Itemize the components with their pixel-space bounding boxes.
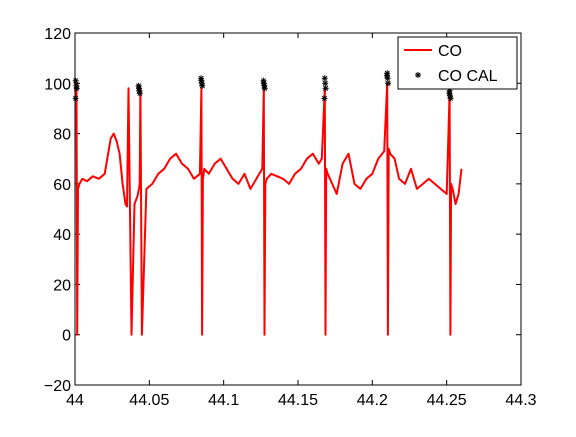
x-tick-label: 44.05 [129,392,169,409]
co-cal-marker [136,90,143,97]
co-cal-marker-stroke [321,95,328,101]
co-cal-marker-stroke [137,90,143,96]
co-cal-marker-stroke [73,95,79,101]
x-tick-label: 44.3 [505,392,536,409]
y-tick-label: 120 [44,26,71,43]
co-cal-marker [199,82,206,89]
co-cal-marker-stroke [260,78,267,84]
co-cal-marker [72,95,79,102]
co-cal-marker [446,90,453,97]
co-cal-marker-stroke [323,85,329,91]
x-tick-label: 44.25 [427,392,467,409]
y-tick-label: 0 [62,328,71,345]
co-cal-marker [72,77,79,84]
co-cal-marker [447,95,454,102]
co-cal-marker-stroke [199,83,205,89]
co-cal-marker-stroke [136,83,142,89]
co-cal-marker [385,80,392,87]
y-tick-label: 100 [44,76,71,93]
legend-box [397,36,518,90]
co-cal-marker-stroke [322,75,328,81]
co-cal-marker-stroke [385,80,391,86]
co-cal-marker [135,82,142,89]
legend-swatch-co-cal [415,72,421,78]
co-cal-marker [322,80,329,87]
co-cal-marker [383,72,390,79]
y-tick-label: 40 [53,227,71,244]
co-cal-marker-stroke [73,78,79,84]
co-cal-marker-stroke [198,75,204,81]
x-tick-label: 44.1 [208,392,239,409]
y-tick-label: 20 [53,277,71,294]
y-tick-label: 60 [53,177,71,194]
co-cal-marker [260,77,267,84]
co-cal-marker-stroke [322,80,328,86]
series-line-co [74,82,463,336]
axes-box [74,32,522,386]
co-cal-marker-stroke [447,95,454,101]
co-cal-marker [322,85,329,92]
co-cal-marker-stroke [384,73,390,79]
co-cal-marker [321,95,328,102]
co-cal-marker-stroke [262,85,268,91]
legend-swatch-stroke [415,72,421,78]
co-cal-marker [198,75,205,82]
co-cal-marker-stroke [385,75,391,81]
plot-content [72,70,463,336]
x-tick-label: 44 [66,392,84,409]
x-tick-label: 44.15 [278,392,318,409]
legend-label: CO [438,43,462,60]
co-cal-marker [261,85,268,92]
y-tick-label: −20 [44,378,71,395]
x-tick-label: 44.2 [357,392,388,409]
co-cal-marker-stroke [446,90,452,96]
co-cal-marker [321,75,328,82]
legend: CO CO CAL [397,36,518,90]
tick-labels: 44 44.05 44.1 44.15 44.2 44.25 44.3 −20 0 20 40 60 8… [44,26,537,409]
y-tick-label: 80 [53,127,71,144]
legend-label: CO CAL [438,68,498,85]
